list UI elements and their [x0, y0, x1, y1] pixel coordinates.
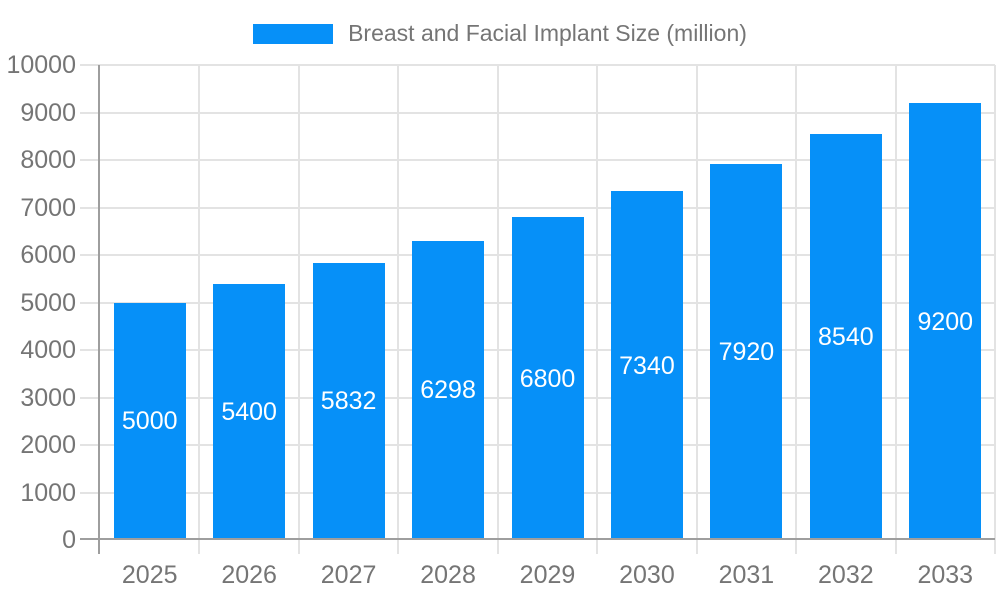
y-axis-label: 2000 [20, 431, 76, 459]
bar-value-label: 6800 [519, 364, 576, 393]
gridline-vertical [695, 65, 698, 554]
bar[interactable]: 6800 [511, 217, 584, 540]
gridline-vertical [198, 65, 201, 554]
y-axis-label: 4000 [20, 336, 76, 364]
chart-legend[interactable]: Breast and Facial Implant Size (million) [0, 20, 1000, 47]
bar[interactable]: 8540 [809, 134, 882, 540]
y-axis-label: 1000 [20, 478, 76, 507]
bar-value-label: 5000 [121, 407, 178, 436]
legend-swatch-icon [253, 23, 334, 44]
gridline-vertical [994, 65, 996, 554]
bar-value-label: 7340 [619, 351, 675, 380]
x-axis-label: 2025 [121, 561, 178, 589]
y-axis-label: 0 [62, 526, 76, 554]
gridline-horizontal [80, 159, 995, 161]
x-axis-line [80, 538, 995, 540]
x-axis-label: 2030 [619, 561, 675, 589]
y-axis-label: 5000 [20, 288, 76, 317]
y-axis-label: 7000 [20, 193, 76, 222]
gridline-vertical [596, 65, 599, 554]
bar[interactable]: 5400 [213, 283, 286, 540]
bar-value-label: 9200 [917, 307, 974, 336]
y-axis-label: 9000 [20, 98, 76, 127]
bar-value-label: 5400 [221, 397, 277, 426]
gridline-vertical [496, 65, 499, 554]
bar-value-label: 5832 [320, 387, 377, 416]
x-axis-label: 2026 [221, 561, 277, 589]
y-axis-label: 3000 [20, 383, 76, 412]
bar[interactable]: 7920 [710, 163, 783, 540]
gridline-horizontal [80, 111, 995, 114]
bar-value-label: 7920 [718, 337, 775, 366]
y-axis-label: 10000 [6, 51, 76, 79]
x-axis-label: 2033 [917, 561, 974, 589]
bar[interactable]: 9200 [909, 103, 982, 540]
y-axis-label: 8000 [20, 146, 76, 174]
bar[interactable]: 6298 [412, 240, 485, 540]
bar[interactable]: 5000 [113, 302, 186, 540]
gridline-vertical [795, 65, 798, 554]
x-axis-label: 2029 [519, 561, 576, 589]
legend-label: Breast and Facial Implant Size (million) [348, 20, 747, 46]
bar-value-label: 8540 [818, 323, 874, 352]
plot-area: 0 1000 2000 3000 4000 5000 6000 7000 8000 9000 100… [6, 51, 996, 589]
gridline-horizontal [80, 64, 995, 66]
x-axis-label: 2032 [818, 561, 874, 589]
gridline-horizontal [80, 206, 995, 209]
bar[interactable]: 7340 [610, 191, 683, 540]
bar-value-label: 6298 [420, 376, 476, 405]
gridline-vertical [894, 65, 897, 554]
x-axis-label: 2027 [320, 561, 377, 589]
x-axis-label: 2031 [718, 561, 775, 589]
gridline-vertical [397, 65, 400, 554]
y-axis-line [98, 65, 100, 554]
gridline-vertical [297, 65, 300, 554]
y-axis-label: 6000 [20, 241, 76, 269]
x-axis-label: 2028 [420, 561, 476, 589]
bar[interactable]: 5832 [312, 262, 385, 540]
